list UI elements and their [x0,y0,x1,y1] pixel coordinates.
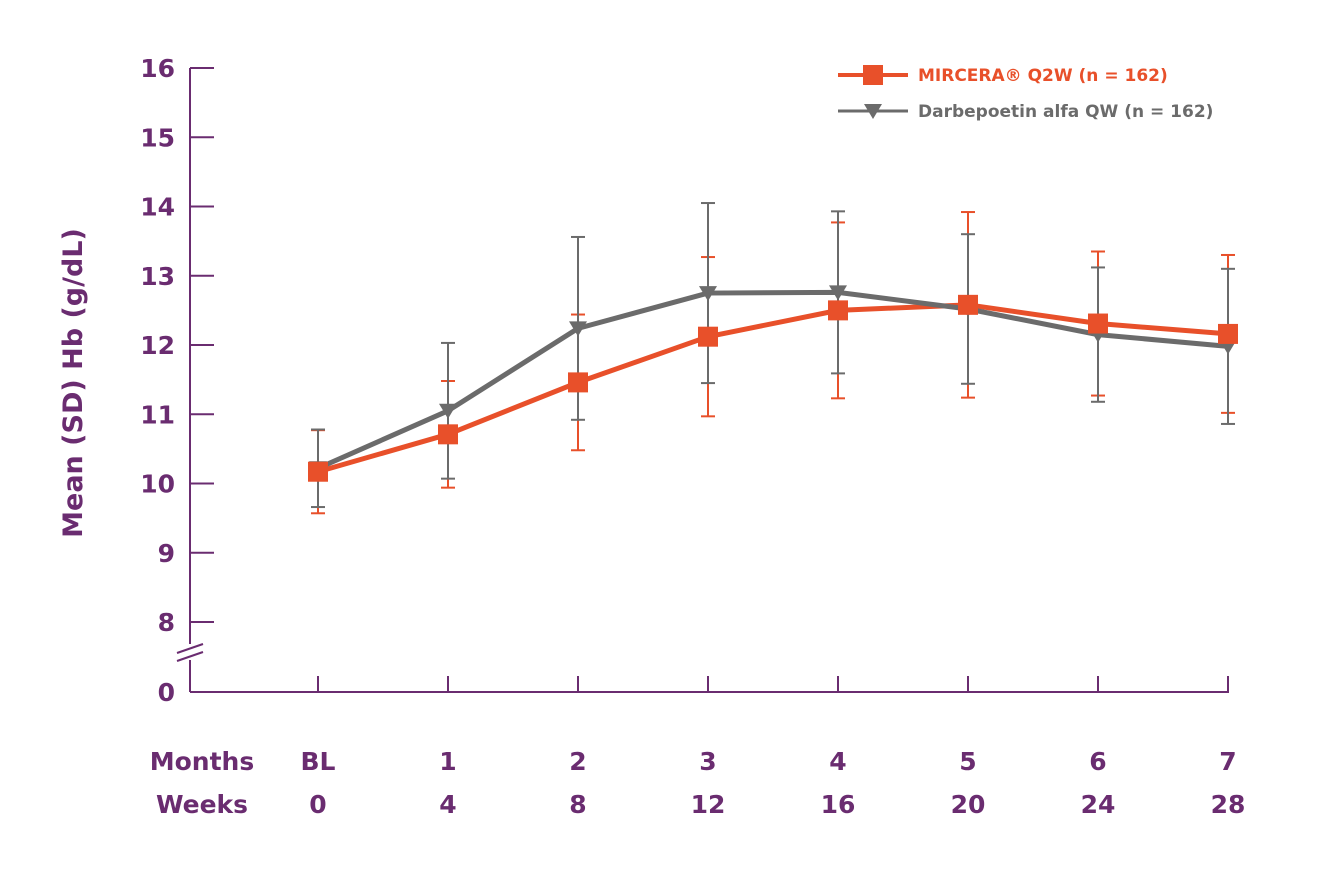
series-line [316,289,1229,471]
triangle-marker [699,286,717,302]
triangle-marker [569,321,587,337]
x-tick-label: 4 [439,790,456,819]
series-markers [308,285,1238,482]
y-tick-label: 13 [140,262,175,291]
x-row-label: Weeks [156,790,248,819]
x-tick-label: 6 [1089,747,1106,776]
square-marker [308,461,328,482]
x-tick-label: 16 [821,790,856,819]
y-tick-label: 16 [140,54,175,83]
triangle-marker [439,403,457,419]
x-tick-label: 1 [439,747,456,776]
legend-square-marker [863,65,883,85]
series-line [317,302,1229,475]
x-tick-label: 12 [691,790,726,819]
x-tick-label: 4 [829,747,846,776]
x-tick-label: 7 [1219,747,1236,776]
legend: MIRCERA® Q2W (n = 162) Darbepoetin alfa Q… [838,65,1213,122]
series-lines [316,289,1229,475]
axis-break-mark [176,643,204,654]
legend-label: Darbepoetin alfa QW (n = 162) [918,102,1213,122]
triangle-marker [829,285,847,301]
x-tick-label: 3 [699,747,716,776]
y-tick-label: 12 [140,331,175,360]
y-tick-label: 11 [140,400,175,429]
y-axis-title: Mean (SD) Hb (g/dL) [58,228,89,538]
axis-break-mark [176,651,204,662]
square-marker [828,300,848,321]
square-marker [1218,323,1238,344]
legend-label: MIRCERA® Q2W (n = 162) [918,66,1168,86]
x-row-label: Months [150,747,254,776]
y-tick-label: 15 [140,123,175,152]
y-axis-ticks: 16 15 14 13 12 11 10 9 8 0 [140,54,214,707]
y-tick-label: 0 [158,678,175,707]
square-marker [958,294,978,315]
y-tick-label: 10 [140,470,175,499]
square-marker [568,372,588,393]
error-bars [311,202,1235,515]
x-tick-label: 20 [951,790,986,819]
x-tick-label: BL [301,747,336,776]
x-tick-label: 28 [1211,790,1246,819]
square-marker [438,424,458,445]
x-tick-label: 2 [569,747,586,776]
x-tick-label: 0 [309,790,326,819]
legend-triangle-marker [864,104,882,119]
y-tick-label: 9 [158,539,175,568]
x-tick-label: 8 [569,790,586,819]
x-tick-label: 24 [1081,790,1116,819]
y-tick-label: 8 [158,608,175,637]
square-marker [698,326,718,347]
square-marker [1088,313,1108,334]
y-tick-label: 14 [140,193,175,222]
x-tick-label: 5 [959,747,976,776]
axes [176,68,1229,693]
